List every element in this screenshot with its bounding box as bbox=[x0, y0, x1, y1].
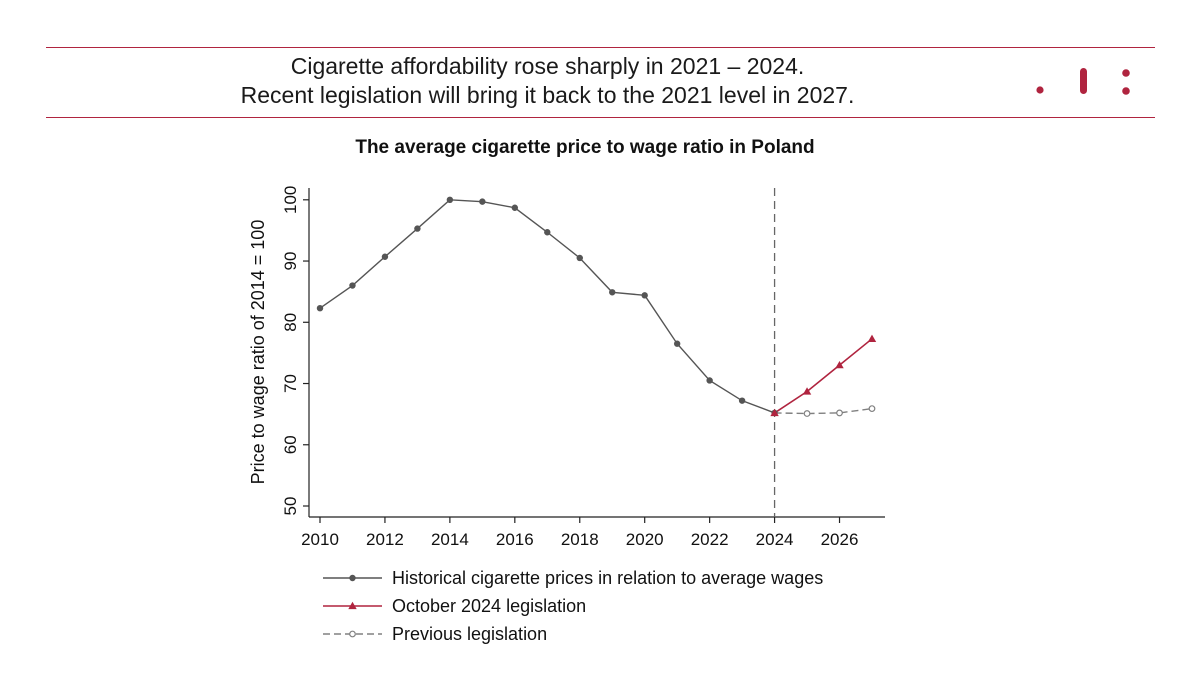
historical-point bbox=[381, 253, 389, 260]
historical-point bbox=[673, 340, 681, 347]
historical-point bbox=[446, 196, 454, 203]
y-axis-label: Price to wage ratio of 2014 = 100 bbox=[248, 220, 268, 485]
previous-legislation-point bbox=[803, 410, 811, 417]
x-tick-label: 2024 bbox=[756, 530, 794, 549]
x-tick-label: 2020 bbox=[626, 530, 664, 549]
logo bbox=[1036, 68, 1130, 95]
chart-title: The average cigarette price to wage rati… bbox=[355, 137, 814, 158]
x-tick-label: 2022 bbox=[691, 530, 729, 549]
headline: Cigarette affordability rose sharply in … bbox=[180, 52, 915, 110]
legend-historical-marker bbox=[349, 574, 356, 582]
legend-previous-legislation-marker bbox=[349, 630, 356, 638]
historical-point bbox=[576, 254, 583, 262]
x-tick-label: 2026 bbox=[821, 530, 859, 549]
october-2024-point bbox=[802, 387, 812, 395]
previous-legislation-point bbox=[868, 405, 876, 413]
historical-point bbox=[641, 292, 648, 299]
series-october-2024-line bbox=[774, 338, 873, 414]
y-tick-label: 50 bbox=[281, 497, 300, 516]
bottom-divider bbox=[46, 117, 1155, 118]
october-2024-point bbox=[867, 334, 877, 342]
headline-line-1: Cigarette affordability rose sharply in … bbox=[290, 53, 805, 79]
y-tick-label: 60 bbox=[281, 435, 300, 454]
legend-historical-label: Historical cigarette prices in relation … bbox=[392, 568, 823, 588]
historical-point bbox=[706, 377, 713, 384]
top-divider bbox=[46, 47, 1155, 48]
historical-point bbox=[316, 304, 324, 312]
x-tick-label: 2014 bbox=[431, 530, 469, 549]
y-tick-label: 90 bbox=[281, 252, 300, 271]
y-tick-label: 80 bbox=[281, 313, 300, 332]
historical-point bbox=[414, 225, 421, 232]
october-2024-point bbox=[770, 408, 779, 417]
legend-october-2024-label: October 2024 legislation bbox=[392, 596, 586, 616]
x-tick-label: 2010 bbox=[301, 530, 339, 549]
legend-october-2024-marker bbox=[348, 601, 357, 610]
x-tick-label: 2018 bbox=[561, 530, 599, 549]
x-tick-label: 2012 bbox=[366, 530, 404, 549]
historical-point bbox=[479, 198, 486, 205]
historical-point bbox=[349, 282, 356, 289]
legend-previous-legislation-label: Previous legislation bbox=[392, 624, 547, 644]
y-tick-label: 70 bbox=[281, 374, 300, 393]
series-previous-legislation-line bbox=[774, 407, 873, 415]
historical-point bbox=[511, 204, 519, 211]
historical-point bbox=[544, 229, 551, 236]
previous-legislation-point bbox=[836, 409, 843, 417]
y-tick-label: 100 bbox=[281, 186, 300, 214]
headline-line-2: Recent legislation will bring it back to… bbox=[240, 82, 855, 108]
historical-point bbox=[738, 397, 746, 404]
x-tick-label: 2016 bbox=[496, 530, 534, 549]
historical-point bbox=[609, 289, 616, 296]
october-2024-point bbox=[835, 360, 844, 369]
